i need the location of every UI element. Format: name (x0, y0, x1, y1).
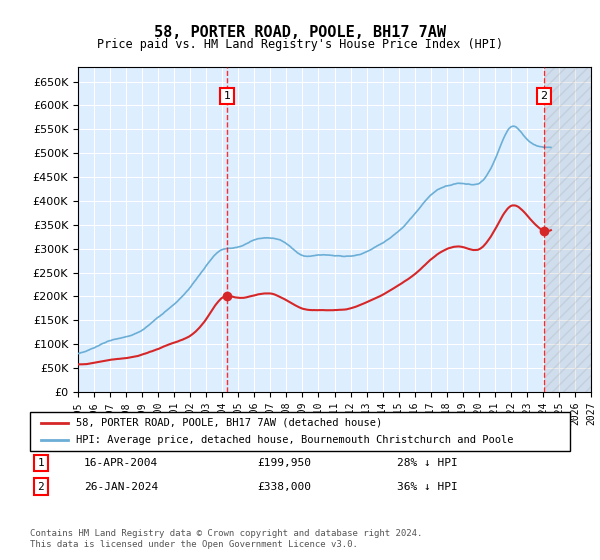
Text: 58, PORTER ROAD, POOLE, BH17 7AW (detached house): 58, PORTER ROAD, POOLE, BH17 7AW (detach… (76, 418, 382, 428)
Text: 28% ↓ HPI: 28% ↓ HPI (397, 458, 458, 468)
Text: 16-APR-2004: 16-APR-2004 (84, 458, 158, 468)
Text: HPI: Average price, detached house, Bournemouth Christchurch and Poole: HPI: Average price, detached house, Bour… (76, 435, 514, 445)
Text: 26-JAN-2024: 26-JAN-2024 (84, 482, 158, 492)
Text: 1: 1 (37, 458, 44, 468)
Text: 36% ↓ HPI: 36% ↓ HPI (397, 482, 458, 492)
Bar (544, 67, 599, 392)
FancyBboxPatch shape (30, 412, 570, 451)
Text: Price paid vs. HM Land Registry's House Price Index (HPI): Price paid vs. HM Land Registry's House … (97, 38, 503, 51)
Text: £338,000: £338,000 (257, 482, 311, 492)
Text: 2: 2 (37, 482, 44, 492)
Text: 58, PORTER ROAD, POOLE, BH17 7AW: 58, PORTER ROAD, POOLE, BH17 7AW (154, 25, 446, 40)
Text: £199,950: £199,950 (257, 458, 311, 468)
Text: 1: 1 (223, 91, 230, 101)
Text: 2: 2 (541, 91, 548, 101)
Text: Contains HM Land Registry data © Crown copyright and database right 2024.
This d: Contains HM Land Registry data © Crown c… (30, 529, 422, 549)
